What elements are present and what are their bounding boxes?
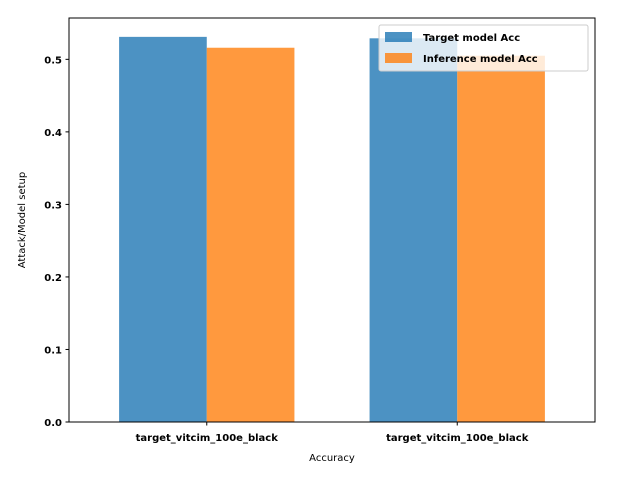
bar-target-1 [369, 38, 458, 422]
legend-entry-label: Target model Acc [423, 33, 520, 44]
x-axis-label: Accuracy [309, 453, 355, 464]
y-tick-label: 0.5 [44, 55, 62, 66]
y-tick-label: 0.1 [44, 345, 62, 356]
plot-frame [68, 17, 596, 423]
x-tick-label: target_vitcim_100e_black [386, 433, 529, 444]
y-tick-label: 0.4 [44, 128, 62, 139]
x-axis: target_vitcim_100e_black target_vitcim_10… [136, 422, 529, 444]
y-tick-label: 0.3 [44, 200, 62, 211]
bar-inference-0 [206, 47, 295, 422]
y-tick-label: 0.0 [44, 418, 62, 429]
legend-swatch [385, 53, 412, 63]
bar-target-0 [119, 36, 207, 423]
y-tick-label: 0.2 [44, 273, 62, 284]
legend-box [378, 24, 589, 72]
x-tick-label: target_vitcim_100e_black [136, 433, 279, 444]
y-axis-label: Attack/Model setup [17, 172, 28, 268]
legend-swatch [385, 32, 412, 42]
bar-inference-1 [457, 55, 545, 422]
legend-entry-label: Inference model Acc [423, 54, 538, 65]
legend: Target model Acc Inference model Acc [378, 24, 589, 72]
y-axis: 0.0 0.1 0.2 0.3 0.4 0.5 [44, 55, 69, 429]
bars-group [119, 36, 545, 423]
